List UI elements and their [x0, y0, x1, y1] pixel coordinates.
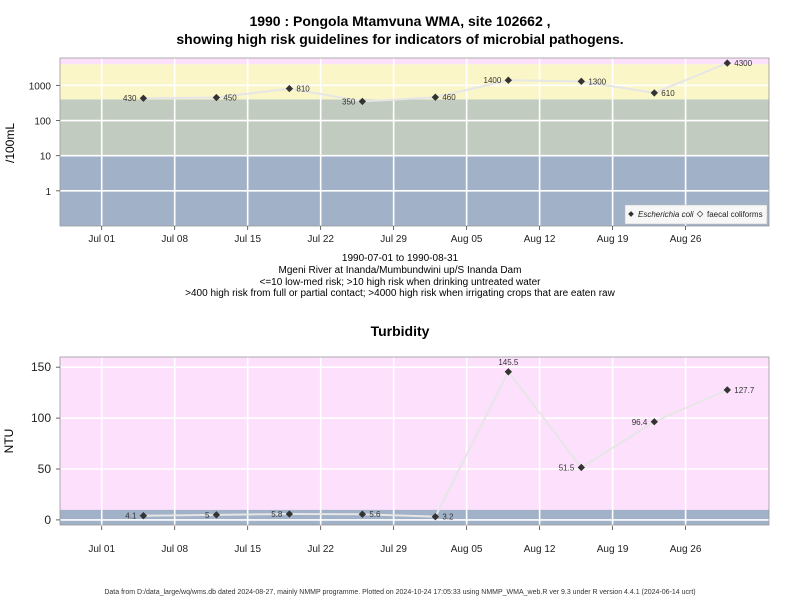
x-tick-label: Jul 22	[307, 544, 334, 555]
x-tick-label: Jul 29	[380, 544, 407, 555]
data-point	[358, 97, 367, 106]
data-point	[504, 76, 513, 84]
x-tick-label: Jul 22	[307, 234, 334, 245]
caption-site: Mgeni River at Inanda/Mumbundwini up/S I…	[278, 265, 522, 276]
data-point	[139, 94, 148, 102]
data-label: 810	[296, 85, 310, 94]
y-tick-label: 1	[45, 187, 51, 198]
risk-band	[60, 509, 769, 525]
legend-label-faecal: faecal coliforms	[707, 210, 763, 219]
y-tick-label: 100	[34, 117, 51, 128]
chart-title-line2: showing high risk guidelines for indicat…	[176, 31, 624, 47]
data-label: 350	[342, 97, 356, 106]
turbidity-chart: Jul 01 Jul 08 Jul 15 Jul 22 Jul 29 Aug 05 Aug …	[31, 356, 770, 555]
plot-frame	[59, 57, 770, 227]
y-tick-label: 1000	[29, 81, 52, 92]
x-tick-label: Jul 29	[380, 234, 407, 245]
x-tick-label: Jul 08	[161, 234, 188, 245]
x-tick-label: Aug 05	[451, 544, 483, 555]
legend-symbol-ecoli	[628, 211, 634, 217]
data-point	[139, 512, 148, 520]
data-point	[504, 368, 513, 376]
risk-band	[60, 357, 769, 510]
data-label: 5	[205, 511, 210, 520]
data-point	[723, 59, 731, 67]
data-point	[285, 510, 294, 518]
data-label: 127.7	[734, 386, 755, 395]
data-label: 5.8	[271, 510, 283, 519]
data-label: 610	[661, 89, 675, 98]
data-label: 5.6	[369, 510, 381, 519]
legend-box	[624, 204, 768, 225]
data-label: 51.5	[559, 463, 575, 472]
x-tick-label: Jul 15	[234, 234, 261, 245]
footer-note: Data from D:/data_large/wq/wms.db dated …	[104, 589, 696, 596]
data-label: 4.1	[125, 512, 137, 521]
data-label: 145.5	[498, 358, 519, 367]
chart-title-line1: 1990 : Pongola Mtamvuna WMA, site 102662…	[249, 13, 551, 29]
data-point	[577, 463, 586, 472]
legend-symbol-faecal	[696, 210, 704, 218]
data-point	[212, 93, 221, 102]
y-tick-label: 100	[31, 411, 51, 425]
caption-date-range: 1990-07-01 to 1990-08-31	[341, 253, 459, 264]
data-point	[577, 77, 586, 86]
data-label: 4300	[734, 59, 752, 68]
ecoli-chart: Jul 01 Jul 08 Jul 15 Jul 22 Jul 29 Aug 05 Aug …	[29, 57, 770, 245]
data-point	[285, 84, 294, 93]
risk-band	[60, 99, 769, 156]
x-tick-label: Aug 19	[597, 544, 629, 555]
x-tick-label: Jul 01	[88, 234, 115, 245]
y-tick-label: 50	[38, 462, 52, 476]
y-tick-label: 0	[44, 513, 51, 527]
x-tick-label: Aug 19	[597, 234, 629, 245]
turbidity-title: Turbidity	[370, 323, 430, 339]
data-label: 3.2	[442, 513, 454, 522]
x-tick-label: Aug 12	[524, 234, 556, 245]
caption-risk-contact: >400 high risk from full or partial cont…	[185, 288, 615, 299]
plot-frame	[59, 356, 770, 526]
data-point	[723, 386, 731, 394]
data-point	[431, 512, 440, 521]
data-label: 1300	[588, 77, 606, 86]
data-label: 460	[442, 93, 456, 102]
x-tick-label: Jul 08	[161, 544, 188, 555]
data-point	[650, 418, 658, 426]
x-tick-label: Aug 12	[524, 544, 556, 555]
risk-band	[60, 64, 769, 100]
x-tick-label: Aug 26	[670, 234, 702, 245]
caption-risk-drinking: <=10 low-med risk; >10 high risk when dr…	[259, 277, 541, 288]
data-label: 450	[223, 94, 237, 103]
data-label: 1400	[484, 76, 502, 85]
legend-label-ecoli: Escherichia coli	[638, 210, 694, 219]
data-label: 430	[123, 94, 137, 103]
y-tick-label: 10	[40, 152, 52, 163]
data-label: 96.4	[632, 418, 648, 427]
x-tick-label: Jul 15	[234, 544, 261, 555]
x-tick-label: Aug 05	[451, 234, 483, 245]
data-point	[358, 510, 367, 518]
risk-band	[60, 58, 769, 65]
x-tick-label: Jul 01	[88, 544, 115, 555]
data-point	[431, 93, 440, 101]
x-tick-label: Aug 26	[670, 544, 702, 555]
y-tick-label: 150	[31, 360, 51, 374]
